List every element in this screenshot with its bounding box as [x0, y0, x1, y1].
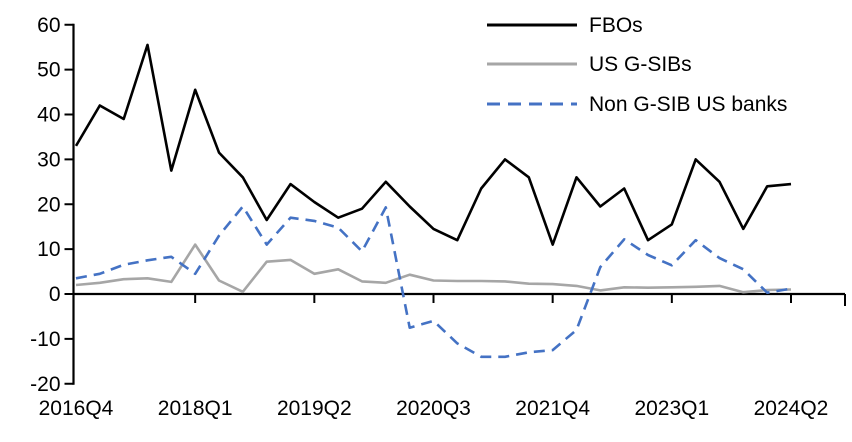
y-tick-label: -10: [30, 328, 60, 351]
series-line-1: [75, 243, 792, 294]
legend-label-us-gsibs: US G-SIBs: [589, 53, 692, 76]
series-line-2: [75, 205, 792, 359]
legend-label-fbos: FBOs: [589, 14, 643, 37]
legend-label-non-gsib: Non G-SIB US banks: [589, 93, 788, 116]
y-tick-label: 30: [37, 148, 60, 171]
series-line-0: [74, 43, 792, 246]
y-tick-label: -20: [30, 373, 60, 396]
x-tick-label: 2020Q3: [396, 397, 471, 420]
y-tick-label: 10: [37, 238, 60, 261]
y-tick-label: 0: [49, 283, 61, 306]
x-tick-label: 2023Q1: [634, 397, 709, 420]
y-tick-label: 60: [37, 14, 60, 37]
x-tick-label: 2019Q2: [277, 397, 352, 420]
x-tick-label: 2018Q1: [158, 397, 233, 420]
y-tick-label: 40: [37, 104, 60, 127]
x-tick-label: 2024Q2: [754, 397, 829, 420]
x-tick-label: 2016Q4: [39, 397, 114, 420]
x-tick-label: 2021Q4: [515, 397, 590, 420]
y-tick-label: 50: [37, 59, 60, 82]
y-tick-label: 20: [37, 193, 60, 216]
